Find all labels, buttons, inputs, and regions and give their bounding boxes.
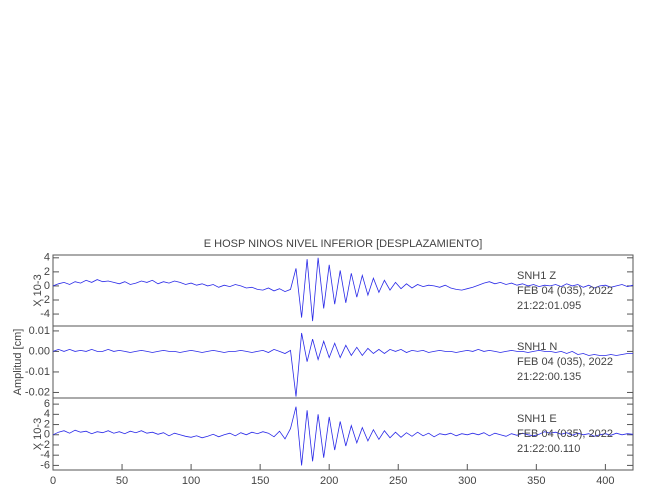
- waveform: [52, 406, 634, 466]
- x-tick-label: 350: [527, 475, 545, 487]
- x-tick-label: 400: [596, 475, 614, 487]
- annotation: FEB 04 (035), 2022: [517, 356, 613, 368]
- x-tick-label: 250: [389, 475, 407, 487]
- y-axis-label: Amplitud [cm]: [12, 329, 24, 396]
- y-axis-label: X 10-3: [32, 418, 44, 450]
- annotation: FEB 04 (035), 2022: [517, 428, 613, 440]
- y-tick-label: 0: [44, 429, 50, 441]
- y-tick-label: 4: [44, 252, 50, 264]
- y-tick-label: 2: [44, 266, 50, 278]
- y-tick-label: 0: [44, 280, 50, 292]
- waveform: [52, 332, 633, 397]
- y-axis-label: X 10-3: [32, 274, 44, 306]
- x-tick-label: 300: [458, 475, 476, 487]
- y-tick-label: -0.01: [25, 366, 50, 378]
- y-tick-label: -4: [40, 449, 50, 461]
- y-tick-label: -6: [40, 459, 50, 471]
- annotation: 21:22:00.135: [517, 371, 581, 383]
- y-tick-label: -2: [40, 294, 50, 306]
- y-tick-label: 2: [44, 418, 50, 430]
- y-tick-label: 0.00: [29, 345, 50, 357]
- x-tick-label: 0: [50, 475, 56, 487]
- y-tick-label: 4: [44, 408, 50, 420]
- waveform: [52, 257, 634, 322]
- y-tick-label: -0.02: [25, 386, 50, 398]
- x-tick-label: 100: [182, 475, 200, 487]
- annotation: 21:22:00.110: [517, 443, 580, 455]
- y-tick-label: 0.01: [29, 325, 50, 337]
- y-tick-label: 6: [44, 398, 50, 410]
- x-tick-label: 50: [116, 475, 128, 487]
- x-tick-label: 200: [320, 475, 338, 487]
- annotation: FEB 04 (035), 2022: [517, 285, 613, 297]
- y-tick-label: -2: [40, 439, 50, 451]
- annotation: SNH1 Z: [517, 270, 556, 282]
- chart-title: E HOSP NINOS NIVEL INFERIOR [DESPLAZAMIE…: [204, 238, 483, 250]
- annotation: SNH1 N: [517, 341, 557, 353]
- annotation: SNH1 E: [517, 413, 557, 425]
- y-tick-label: -4: [40, 308, 50, 320]
- x-tick-label: 150: [251, 475, 269, 487]
- annotation: 21:22:01.095: [517, 300, 581, 312]
